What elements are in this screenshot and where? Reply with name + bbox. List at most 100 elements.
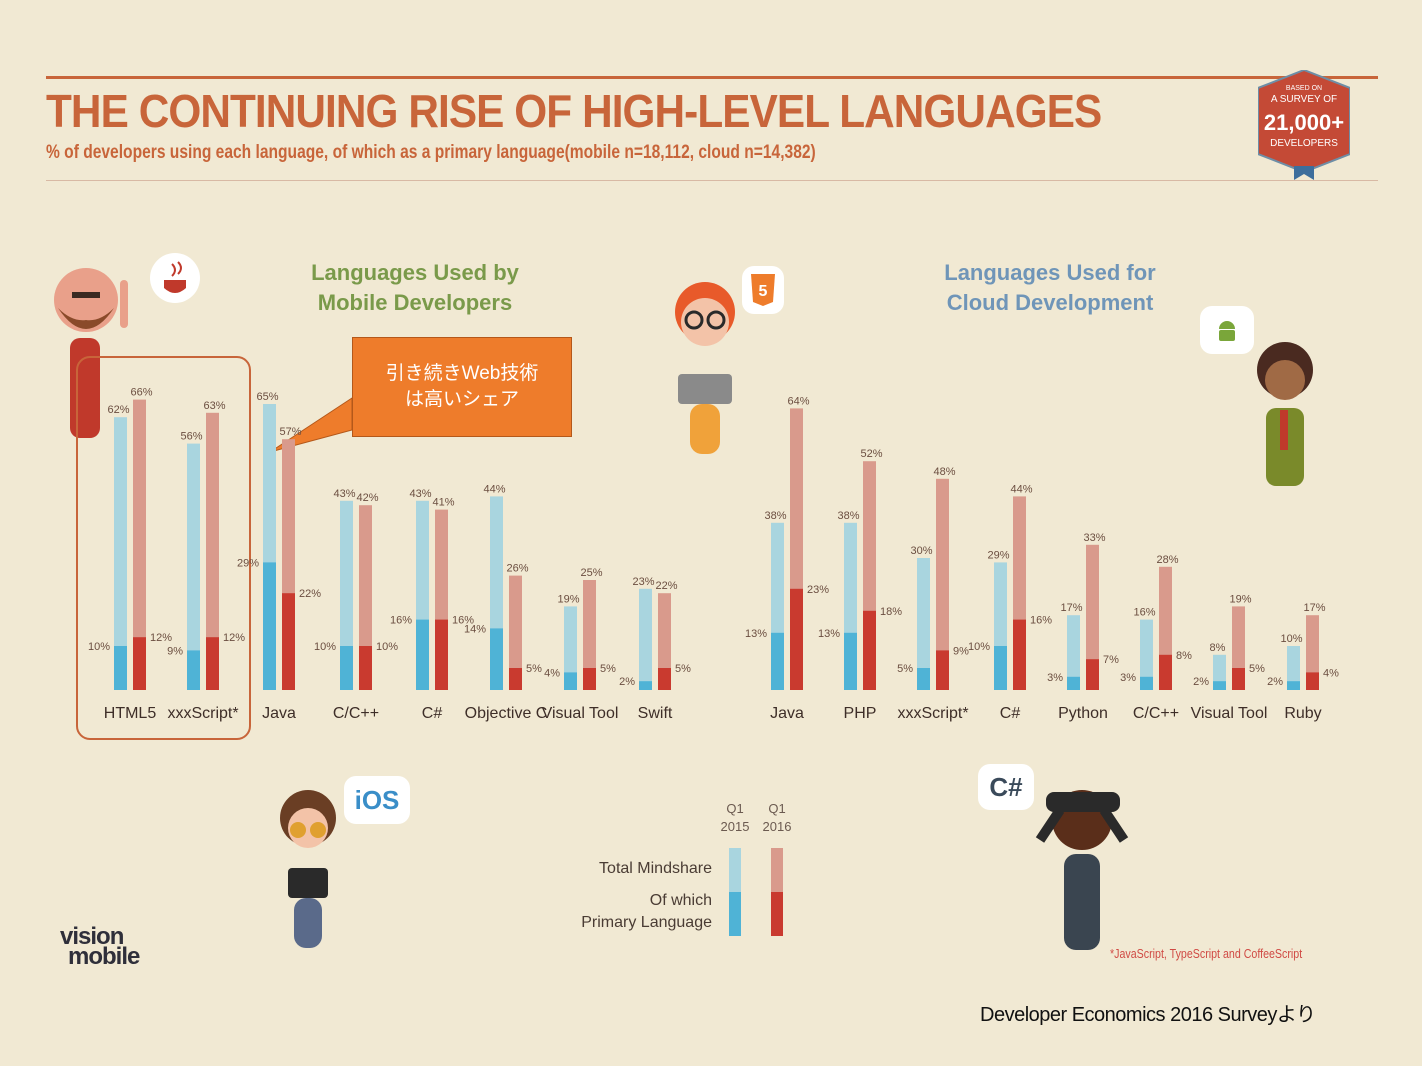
legend-swatch-2016-total (771, 848, 783, 892)
badge-line1: BASED ON (1286, 85, 1322, 92)
mobile-bar-total-2016-0 (133, 399, 146, 690)
cloud-label-total-2016-4: 33% (1083, 532, 1105, 544)
ios-bubble: iOS (344, 776, 410, 824)
mobile-bar-total-2016-5 (509, 575, 522, 690)
cloud-category-label-6: Visual Tool (1191, 705, 1268, 722)
page-title: THE CONTINUING RISE OF HIGH-LEVEL LANGUA… (46, 85, 1102, 137)
badge-line2: A SURVEY OF (1271, 94, 1337, 105)
mobile-bar-total-2015-1 (187, 443, 200, 690)
mobile-label-total-2016-5: 26% (506, 563, 528, 575)
chart-legend: Q1 2015 Q1 2016 Total Mindshare Of which… (560, 790, 820, 950)
cloud-label-primary-2016-7: 4% (1323, 667, 1339, 679)
mobile-category-label-3: C/C++ (333, 705, 379, 722)
mobile-bar-primary-2015-4 (416, 619, 429, 690)
mobile-bar-primary-2015-7 (639, 681, 652, 690)
cloud-category-label-1: PHP (844, 705, 877, 722)
mobile-title-line2: Mobile Developers (317, 290, 513, 315)
mobile-bar-primary-2015-5 (490, 628, 503, 690)
web-tech-highlight-box (76, 356, 251, 740)
mobile-bar-total-2015-7 (639, 588, 652, 690)
legend-primary-line1: Of which (649, 892, 712, 909)
csharp-developer-illustration (1035, 790, 1129, 950)
cloud-label-total-2016-2: 48% (933, 466, 955, 478)
mobile-label-primary-2015-0: 10% (88, 641, 110, 653)
mobile-bar-primary-2016-6 (583, 668, 596, 690)
cloud-label-primary-2015-3: 10% (968, 641, 990, 653)
ios-label: iOS (354, 784, 400, 815)
subtitle-rule (46, 180, 1378, 181)
cloud-bar-primary-2016-1 (863, 610, 876, 690)
legend-swatch-2015-total (729, 848, 741, 892)
android-developer-illustration (1257, 342, 1313, 486)
cloud-bar-primary-2015-6 (1213, 681, 1226, 690)
cloud-category-label-0: Java (770, 705, 804, 722)
cloud-label-primary-2016-0: 23% (807, 584, 829, 596)
mobile-bar-total-2015-0 (114, 417, 127, 690)
mobile-bar-total-2016-6 (583, 580, 596, 690)
mobile-bar-primary-2015-1 (187, 650, 200, 690)
cloud-label-primary-2016-3: 16% (1030, 615, 1052, 627)
mobile-category-label-4: C# (422, 705, 443, 722)
page-subtitle: % of developers using each language, of … (46, 142, 816, 163)
android-bubble (1200, 306, 1254, 354)
badge-line3: DEVELOPERS (1270, 138, 1338, 149)
mobile-bar-primary-2016-7 (658, 668, 671, 690)
legend-q1-2016: Q1 2016 (752, 800, 802, 836)
mobile-label-primary-2016-4: 16% (452, 615, 474, 627)
callout-line1: 引き続きWeb技術 (385, 363, 539, 384)
badge-number: 21,000+ (1264, 110, 1344, 135)
cloud-title-line1: Languages Used for (944, 260, 1156, 285)
mobile-label-total-2015-3: 43% (333, 488, 355, 500)
legend-q1-2015-year: 2015 (720, 819, 750, 834)
cloud-label-primary-2015-0: 13% (745, 628, 767, 640)
legend-total-mindshare: Total Mindshare (599, 860, 712, 877)
mobile-label-primary-2015-3: 10% (314, 641, 336, 653)
cloud-label-primary-2015-4: 3% (1047, 672, 1063, 684)
mobile-category-label-1: xxxScript* (167, 705, 238, 722)
cloud-bar-total-2015-5 (1140, 619, 1153, 690)
callout-line2: は高いシェア (404, 389, 519, 410)
mobile-label-total-2016-3: 42% (356, 492, 378, 504)
logo-line2: mobile (68, 943, 140, 970)
mobile-bar-primary-2016-4 (435, 619, 448, 690)
mobile-bar-primary-2016-2 (282, 593, 295, 690)
mobile-category-label-7: Swift (638, 705, 673, 722)
web-tech-callout: 引き続きWeb技術 は高いシェア (352, 337, 572, 437)
mobile-label-primary-2016-6: 5% (600, 663, 616, 675)
cloud-label-primary-2016-2: 9% (953, 645, 969, 657)
mobile-bar-primary-2016-1 (206, 637, 219, 690)
cloud-category-label-2: xxxScript* (897, 705, 968, 722)
legend-q1-2015: Q1 2015 (710, 800, 760, 836)
mobile-label-total-2015-0: 62% (107, 404, 129, 416)
cloud-bar-primary-2016-5 (1159, 654, 1172, 690)
mobile-label-primary-2015-2: 29% (237, 557, 259, 569)
mobile-label-total-2015-5: 44% (483, 483, 505, 495)
mobile-label-primary-2016-3: 10% (376, 641, 398, 653)
cloud-category-label-4: Python (1058, 705, 1108, 722)
mobile-chart: 62%66%10%12%HTML556%63%9%12%xxxScript*65… (88, 387, 691, 722)
mobile-category-label-5: Objective C (465, 705, 548, 722)
cloud-bar-primary-2016-2 (936, 650, 949, 690)
cloud-category-label-5: C/C++ (1133, 705, 1179, 722)
cloud-bar-total-2016-7 (1306, 615, 1319, 690)
cloud-label-total-2015-4: 17% (1060, 602, 1082, 614)
cloud-label-total-2015-7: 10% (1280, 633, 1302, 645)
mobile-title-line1: Languages Used by (311, 260, 519, 285)
cloud-label-primary-2015-2: 5% (897, 663, 913, 675)
mobile-label-primary-2015-6: 4% (544, 667, 560, 679)
legend-swatch-2016-primary (771, 892, 783, 936)
mobile-bar-primary-2016-0 (133, 637, 146, 690)
legend-q1-2016-quarter: Q1 (768, 801, 786, 816)
cloud-label-primary-2015-5: 3% (1120, 672, 1136, 684)
cloud-bar-primary-2015-0 (771, 632, 784, 690)
mobile-bar-primary-2016-5 (509, 668, 522, 690)
cloud-category-label-7: Ruby (1284, 705, 1321, 722)
cloud-chart: 38% 64% 13% 23% Java 38% 52% 13% 18% PHP 30% 48% 5% 9… (745, 395, 1339, 722)
cloud-bar-primary-2015-7 (1287, 681, 1300, 690)
mobile-label-primary-2016-0: 12% (150, 632, 172, 644)
html5-icon: 5 (751, 274, 775, 306)
cloud-label-total-2015-1: 38% (837, 510, 859, 522)
mobile-label-primary-2016-7: 5% (675, 663, 691, 675)
ios-developer-illustration (280, 790, 336, 948)
android-icon (1219, 321, 1235, 341)
